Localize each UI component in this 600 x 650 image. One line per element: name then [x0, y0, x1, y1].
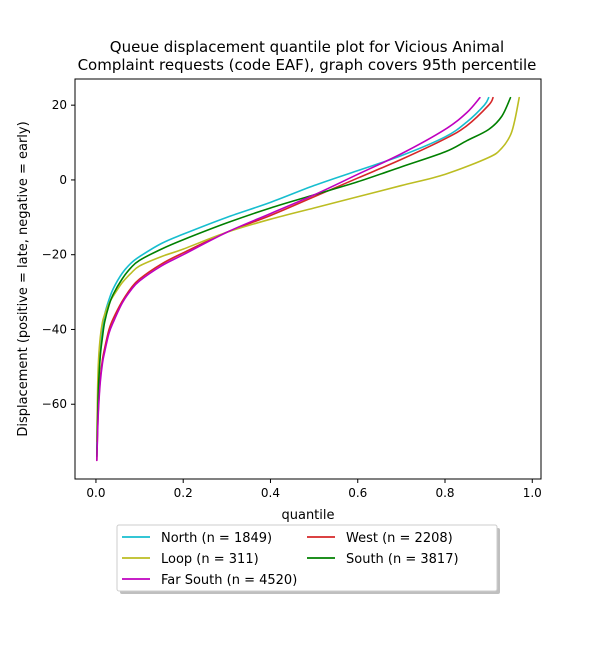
legend-label-north: North (n = 1849): [161, 531, 272, 546]
series-line-far-south: [97, 98, 480, 461]
legend-label-far-south: Far South (n = 4520): [161, 573, 297, 588]
series-line-west: [97, 98, 493, 461]
y-tick-label: 20: [52, 98, 67, 112]
x-axis-ticks: 0.0 0.2 0.4 0.6 0.8 1.0: [86, 479, 541, 500]
y-tick-label: −40: [42, 322, 67, 336]
legend: North (n = 1849) West (n = 2208) Loop (n =…: [117, 525, 500, 594]
x-tick-label: 0.8: [435, 486, 454, 500]
y-tick-label: −60: [42, 397, 67, 411]
chart-title: Queue displacement quantile plot for Vic…: [78, 38, 537, 74]
x-tick-label: 1.0: [523, 486, 542, 500]
x-tick-label: 0.0: [86, 486, 105, 500]
legend-label-south: South (n = 3817): [346, 552, 459, 567]
y-axis-label: Displacement (positive = late, negative …: [16, 121, 31, 436]
y-axis-ticks: 20 0 −20 −40 −60: [42, 98, 75, 411]
series-line-south: [97, 98, 511, 457]
x-tick-label: 0.2: [174, 486, 193, 500]
y-tick-label: −20: [42, 248, 67, 262]
x-tick-label: 0.6: [348, 486, 367, 500]
x-axis-label: quantile: [281, 508, 334, 523]
legend-label-loop: Loop (n = 311): [161, 552, 259, 567]
legend-label-west: West (n = 2208): [346, 531, 453, 546]
series-lines: [97, 98, 519, 461]
series-line-loop: [97, 98, 519, 442]
chart-title-line-1: Queue displacement quantile plot for Vic…: [110, 38, 504, 56]
x-tick-label: 0.4: [261, 486, 280, 500]
series-line-north: [97, 98, 489, 449]
y-tick-label: 0: [59, 173, 67, 187]
chart-title-line-2: Complaint requests (code EAF), graph cov…: [78, 56, 537, 74]
